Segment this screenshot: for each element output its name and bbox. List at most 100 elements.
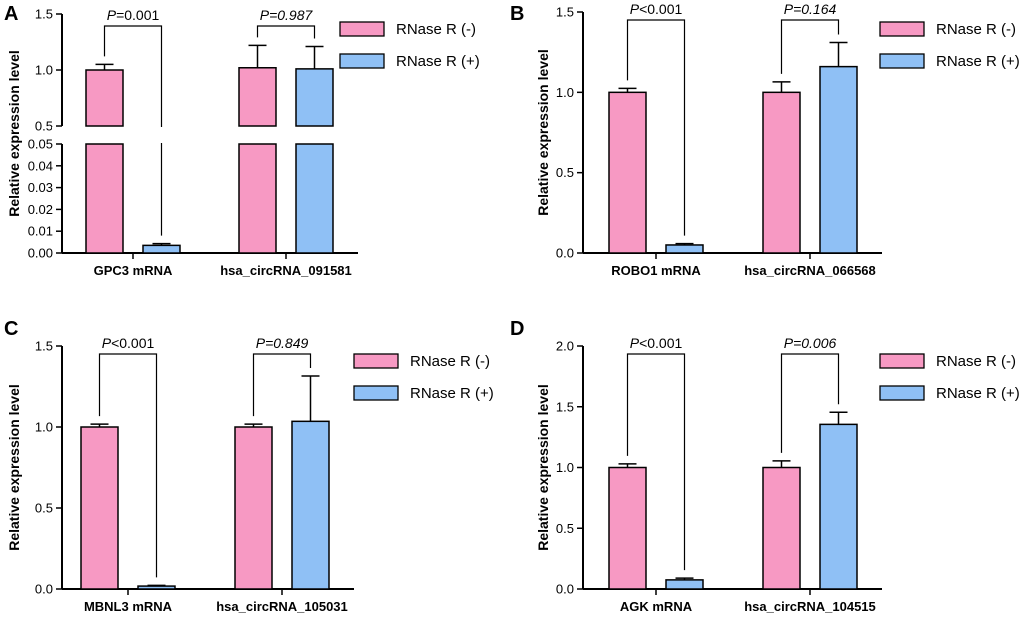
- x-tick-label: hsa_circRNA_104515: [744, 599, 876, 614]
- p-value-text: =0.164: [793, 1, 836, 17]
- y-tick-label: 0.0: [556, 582, 574, 597]
- y-axis-label: Relative expression level: [6, 50, 22, 217]
- panel-b: B Relative expression level 0.0 0.5 1.0 1.5 RO…: [510, 1, 1020, 278]
- bar: [295, 143, 334, 254]
- p-value-text: =0.006: [793, 335, 836, 351]
- legend-label: RNase R (+): [396, 53, 480, 70]
- legend-label: RNase R (+): [936, 53, 1020, 70]
- bar: [762, 91, 801, 254]
- legend-label: RNase R (-): [936, 21, 1016, 38]
- significance-bracket: [626, 353, 686, 571]
- p-value-label: P=0.001: [107, 7, 160, 23]
- panel-a: A Relative expression level 0.00 0.01 0.02 0.…: [4, 3, 480, 278]
- bar: [234, 426, 273, 590]
- p-value-text: <0.001: [111, 335, 154, 351]
- legend-label: RNase R (+): [936, 385, 1020, 402]
- p-value-text: =0.001: [116, 7, 159, 23]
- y-tick-label: 2.0: [556, 339, 574, 354]
- p-value-prefix: P: [784, 335, 794, 351]
- significance-bracket: [98, 353, 158, 578]
- legend-swatch: [879, 385, 925, 401]
- x-tick-label: hsa_circRNA_091581: [220, 263, 352, 278]
- bar: [608, 91, 647, 254]
- panel-d: D Relative expression level 0.0 0.5 1.0 1.5 2.…: [510, 318, 1020, 614]
- p-value-prefix: P: [102, 335, 112, 351]
- significance-bracket: [252, 353, 312, 417]
- p-value-prefix: P: [784, 1, 794, 17]
- bar: [85, 69, 124, 127]
- legend-swatch: [353, 353, 399, 369]
- p-value-label: P<0.001: [102, 335, 155, 351]
- bar: [80, 426, 119, 590]
- significance-bracket: [626, 19, 686, 236]
- y-axis-label: Relative expression level: [535, 49, 551, 216]
- legend-swatch: [339, 53, 385, 69]
- bar: [819, 65, 858, 254]
- panel-letter: A: [4, 3, 18, 25]
- legend-swatch: [879, 53, 925, 69]
- y-axis-label: Relative expression level: [6, 384, 22, 551]
- p-value-label: P<0.001: [630, 1, 683, 17]
- x-tick-label: ROBO1 mRNA: [611, 263, 701, 278]
- bar: [291, 420, 330, 590]
- p-value-label: P=0.006: [784, 335, 837, 351]
- y-tick-label: 0.04: [28, 158, 53, 173]
- p-value-text: =0.849: [265, 335, 308, 351]
- x-tick-label: hsa_circRNA_066568: [744, 263, 876, 278]
- bar: [665, 244, 704, 254]
- y-tick-label: 1.5: [556, 399, 574, 414]
- significance-bracket: [780, 19, 840, 74]
- y-tick-label: 0.5: [35, 501, 53, 516]
- y-tick-label: 0.00: [28, 246, 53, 261]
- significance-bracket: [256, 25, 316, 39]
- y-tick-label: 0.5: [556, 521, 574, 536]
- p-value-text: =0.987: [269, 7, 313, 23]
- p-value-prefix: P: [107, 7, 117, 23]
- y-tick-label: 0.0: [556, 246, 574, 261]
- panel-letter: B: [510, 3, 524, 25]
- p-value-prefix: P: [256, 335, 266, 351]
- x-tick-label: hsa_circRNA_105031: [216, 599, 348, 614]
- bar: [238, 67, 277, 127]
- legend-swatch: [879, 353, 925, 369]
- y-tick-label: 0.0: [35, 582, 53, 597]
- legend-label: RNase R (-): [396, 21, 476, 38]
- y-tick-label: 0.03: [28, 180, 53, 195]
- y-tick-label: 1.5: [35, 339, 53, 354]
- y-tick-label: 0.5: [556, 165, 574, 180]
- p-value-label: P=0.164: [784, 1, 837, 17]
- significance-bracket: [780, 353, 840, 453]
- y-tick-label: 0.5: [35, 119, 53, 134]
- p-value-prefix: P: [260, 7, 270, 23]
- bar: [238, 143, 277, 254]
- p-value-label: P<0.001: [630, 335, 683, 351]
- y-axis-label: Relative expression level: [535, 384, 551, 551]
- x-tick-label: AGK mRNA: [620, 599, 693, 614]
- bar: [137, 585, 176, 590]
- bar: [85, 143, 124, 254]
- bar: [819, 423, 858, 590]
- p-value-label: P=0.849: [256, 335, 309, 351]
- y-tick-label: 0.05: [28, 137, 53, 152]
- p-value-prefix: P: [630, 335, 640, 351]
- legend-swatch: [353, 385, 399, 401]
- legend-label: RNase R (-): [410, 353, 490, 370]
- legend-swatch: [339, 21, 385, 37]
- legend-swatch: [879, 21, 925, 37]
- panel-c: C Relative expression level 0.0 0.5 1.0 1.5 MB…: [4, 318, 494, 614]
- y-tick-label: 1.0: [556, 85, 574, 100]
- x-tick-label: MBNL3 mRNA: [84, 599, 173, 614]
- bar: [665, 579, 704, 590]
- y-tick-label: 1.5: [35, 7, 53, 22]
- y-tick-label: 1.0: [35, 63, 53, 78]
- y-tick-label: 1.5: [556, 5, 574, 20]
- p-value-text: <0.001: [639, 1, 682, 17]
- bar: [608, 466, 647, 590]
- panel-letter: D: [510, 318, 524, 340]
- bar: [142, 244, 181, 254]
- axis-break-gap: [52, 127, 368, 143]
- bar: [295, 68, 334, 127]
- p-value-label: P=0.987: [260, 7, 314, 23]
- p-value-prefix: P: [630, 1, 640, 17]
